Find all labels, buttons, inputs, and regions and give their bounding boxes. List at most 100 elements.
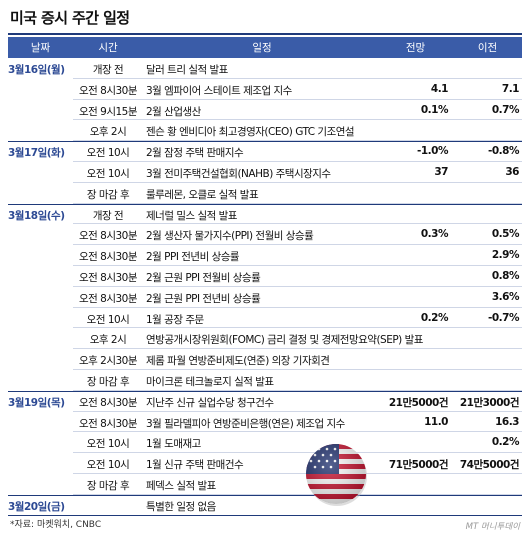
row-time: 오전 10시 bbox=[86, 147, 130, 160]
row-forecast: 11.0 bbox=[424, 415, 448, 428]
row-previous: 16.3 bbox=[495, 415, 519, 428]
row-time: 오전 10시 bbox=[86, 459, 130, 472]
us-flag-icon bbox=[306, 444, 367, 506]
row-time: 오후 2시 bbox=[89, 126, 127, 139]
row-event: 제롬 파월 연방준비제도(연준) 의장 기자회견 bbox=[146, 355, 330, 368]
row-previous: 0.7% bbox=[491, 103, 520, 116]
row-previous: 0.2% bbox=[491, 436, 520, 449]
row-previous: 3.6% bbox=[491, 290, 520, 303]
top-rule bbox=[8, 33, 522, 35]
row-date: 3월20일(금) bbox=[8, 500, 65, 513]
row-event: 1월 신규 주택 판매건수 bbox=[146, 459, 244, 472]
row-time: 오전 8시30분 bbox=[78, 84, 138, 97]
table-row: 오전 10시 1월 공장 주문 0.2% -0.7% bbox=[8, 308, 522, 329]
row-date: 3월16일(월) bbox=[8, 64, 65, 76]
row-forecast: 0.2% bbox=[420, 311, 449, 324]
row-date: 3월19일(목) bbox=[8, 396, 65, 409]
row-time: 오전 8시30분 bbox=[78, 271, 138, 284]
row-event: 1월 도매재고 bbox=[146, 438, 201, 451]
row-date: 3월17일(화) bbox=[8, 147, 65, 160]
row-time: 오전 10시 bbox=[86, 438, 130, 451]
table-row: 3월16일(월) 개장 전 달러 트리 실적 발표 bbox=[8, 58, 522, 79]
row-event: 마이크론 테크놀로지 실적 발표 bbox=[146, 375, 274, 388]
row-previous: -0.7% bbox=[488, 311, 519, 324]
source-note: *자료: 마켓워치, CNBC bbox=[10, 520, 102, 530]
table-row: 오전 10시 1월 신규 주택 판매건수 71만5000건 74만5000건 bbox=[8, 453, 522, 474]
table-row: 장 마감 후 마이크론 테크놀로지 실적 발표 bbox=[8, 370, 522, 391]
row-forecast: 37 bbox=[434, 165, 448, 178]
row-time: 오전 8시30분 bbox=[78, 396, 138, 409]
row-previous: 7.1 bbox=[501, 82, 520, 95]
row-event: 2월 잠정 주택 판매지수 bbox=[146, 147, 244, 160]
row-time: 오전 10시 bbox=[86, 167, 130, 180]
row-previous: 0.8% bbox=[491, 269, 520, 282]
table-row: 오전 8시30분 2월 근원 PPI 전년비 상승률 3.6% bbox=[8, 287, 522, 308]
row-time: 장 마감 후 bbox=[86, 375, 130, 388]
row-event: 제너럴 밀스 실적 발표 bbox=[146, 209, 237, 222]
day-separator bbox=[8, 141, 522, 143]
table-row: 오후 2시30분 제롬 파월 연방준비제도(연준) 의장 기자회견 bbox=[8, 349, 522, 370]
row-event: 1월 공장 주문 bbox=[146, 313, 204, 326]
row-time: 오전 8시30분 bbox=[78, 417, 138, 430]
header-previous: 이전 bbox=[477, 42, 498, 54]
row-event: 2월 PPI 전년비 상승률 bbox=[146, 251, 240, 264]
row-time: 오전 8시30분 bbox=[78, 292, 138, 305]
table-row: 장 마감 후 룰루레몬, 오클로 실적 발표 bbox=[8, 183, 522, 204]
row-previous: -0.8% bbox=[488, 145, 519, 158]
page-title: 미국 증시 주간 일정 bbox=[10, 9, 130, 27]
table-row: 오전 10시 1월 도매재고 0.2% bbox=[8, 432, 522, 453]
day-separator bbox=[8, 494, 522, 496]
table-row: 3월18일(수) 개장 전 제너럴 밀스 실적 발표 bbox=[8, 203, 522, 225]
table-row: 장 마감 후 페덱스 실적 발표 bbox=[8, 474, 522, 495]
row-event: 2월 산업생산 bbox=[146, 105, 201, 118]
row-event: 특별한 일정 없음 bbox=[146, 500, 216, 513]
row-event: 룰루레몬, 오클로 실적 발표 bbox=[146, 188, 259, 201]
table-row: 오전 10시 3월 전미주택건설협회(NAHB) 주택시장지수 37 36 bbox=[8, 162, 522, 183]
row-time: 오전 8시30분 bbox=[78, 251, 138, 264]
table-row: 3월19일(목) 오전 8시30분 지난주 신규 실업수당 청구건수 21만5000건… bbox=[8, 390, 522, 412]
row-event: 지난주 신규 실업수당 청구건수 bbox=[146, 396, 274, 409]
row-previous: 74만5000건 bbox=[459, 459, 520, 472]
row-time: 오전 10시 bbox=[86, 313, 130, 326]
row-time: 장 마감 후 bbox=[86, 188, 130, 201]
row-forecast: -1.0% bbox=[417, 145, 448, 158]
row-event: 젠슨 황 엔비디아 최고경영자(CEO) GTC 기조연설 bbox=[146, 126, 355, 139]
day-separator bbox=[8, 390, 522, 392]
row-event: 페덱스 실적 발표 bbox=[146, 479, 216, 492]
row-time: 오전 9시15분 bbox=[78, 105, 138, 118]
header-forecast: 전망 bbox=[405, 42, 426, 54]
table-row: 오후 2시 젠슨 황 엔비디아 최고경영자(CEO) GTC 기조연설 bbox=[8, 120, 522, 141]
schedule-table: 3월16일(월) 개장 전 달러 트리 실적 발표 오전 8시30분 3월 엠파이어 스… bbox=[8, 58, 522, 516]
row-previous: 21만3000건 bbox=[459, 396, 520, 409]
row-event: 2월 근원 PPI 전월비 상승률 bbox=[146, 271, 261, 284]
table-row: 오전 8시30분 2월 생산자 물가지수(PPI) 전월비 상승률 0.3% 0.5% bbox=[8, 224, 522, 245]
row-date: 3월18일(수) bbox=[8, 209, 65, 222]
row-forecast: 0.3% bbox=[420, 228, 449, 241]
row-time: 오전 8시30분 bbox=[78, 230, 138, 243]
day-separator bbox=[8, 203, 522, 205]
row-forecast: 0.1% bbox=[420, 103, 449, 116]
table-row: 오전 8시30분 2월 근원 PPI 전월비 상승률 0.8% bbox=[8, 266, 522, 287]
publisher-logo: MT 머니투데이 bbox=[465, 522, 520, 532]
row-previous: 36 bbox=[505, 165, 519, 178]
row-time: 오후 2시30분 bbox=[78, 355, 138, 368]
header-time: 시간 bbox=[98, 42, 118, 54]
table-row: 오전 8시30분 2월 PPI 전년비 상승률 2.9% bbox=[8, 245, 522, 266]
header-event: 일정 bbox=[252, 42, 272, 54]
row-time: 오후 2시 bbox=[89, 334, 127, 347]
row-event: 달러 트리 실적 발표 bbox=[146, 64, 228, 76]
row-event: 2월 생산자 물가지수(PPI) 전월비 상승률 bbox=[146, 230, 314, 243]
row-previous: 0.5% bbox=[491, 228, 520, 241]
header-date: 날짜 bbox=[30, 42, 51, 54]
row-previous: 2.9% bbox=[491, 249, 520, 262]
row-event: 3월 전미주택건설협회(NAHB) 주택시장지수 bbox=[146, 167, 331, 180]
table-row: 오전 8시30분 3월 엠파이어 스테이트 제조업 지수 4.1 7.1 bbox=[8, 79, 522, 100]
table-row: 3월17일(화) 오전 10시 2월 잠정 주택 판매지수 -1.0% -0.8% bbox=[8, 141, 522, 162]
row-time: 장 마감 후 bbox=[86, 479, 130, 492]
table-header: 날짜 시간 일정 전망 이전 bbox=[8, 37, 522, 58]
row-forecast: 71만5000건 bbox=[388, 459, 449, 472]
table-row: 오전 9시15분 2월 산업생산 0.1% 0.7% bbox=[8, 100, 522, 121]
table-row: 오전 8시30분 3월 필라델피아 연방준비은행(연은) 제조업 지수 11.0 16… bbox=[8, 412, 522, 433]
row-event: 3월 필라델피아 연방준비은행(연은) 제조업 지수 bbox=[146, 417, 345, 430]
row-time: 개장 전 bbox=[92, 209, 124, 222]
